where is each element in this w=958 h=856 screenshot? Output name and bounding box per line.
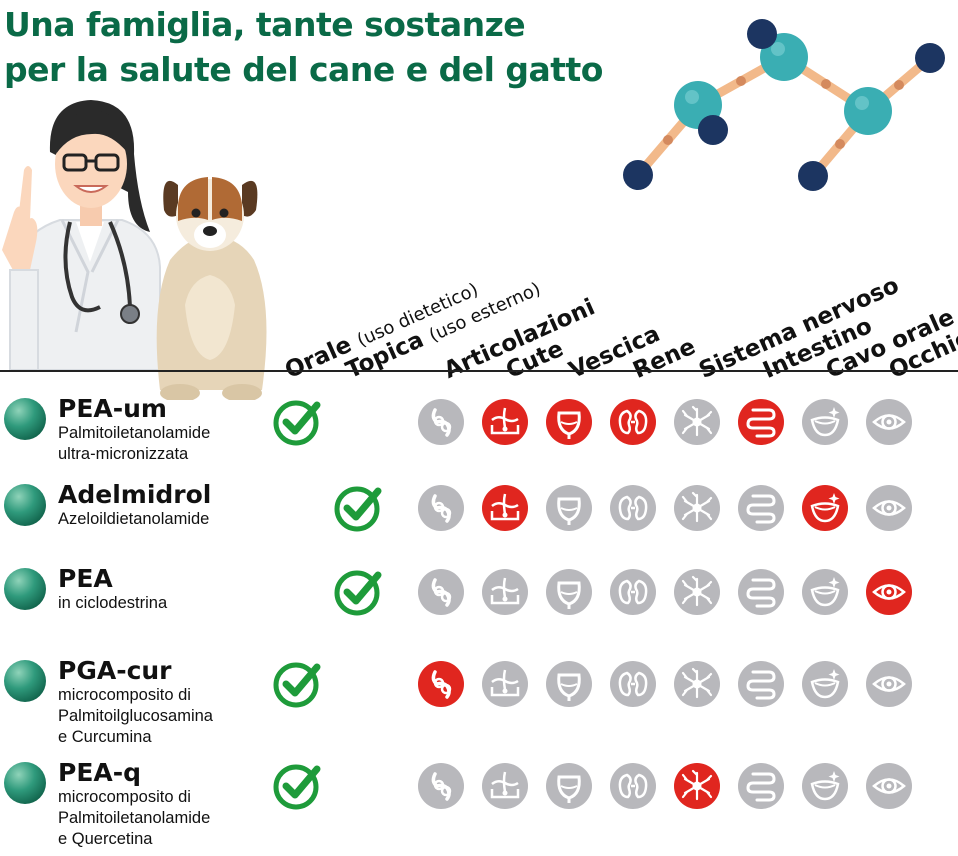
table-row: PEA-um Palmitoiletanolamide ultra-microni…: [0, 394, 958, 486]
mouth-icon: [801, 484, 849, 532]
joint-icon: [417, 568, 465, 616]
veterinarian-illustration: [2, 100, 161, 370]
eye-icon: [865, 398, 913, 446]
substance-name: Adelmidrol: [58, 480, 212, 509]
skin-icon: [481, 762, 529, 810]
skin-icon: [481, 660, 529, 708]
kidney-icon: [609, 484, 657, 532]
neuron-icon: [673, 484, 721, 532]
molecule-illustration: [623, 19, 945, 191]
substance-name: PEA-q: [58, 758, 142, 787]
intestine-icon: [737, 762, 785, 810]
substance-description: Palmitoiletanolamide ultra-micronizzata: [58, 424, 211, 463]
checkmark-icon: [333, 566, 383, 616]
substance-name: PEA-um: [58, 394, 167, 423]
substance-name: PGA-cur: [58, 656, 172, 685]
eye-icon: [865, 762, 913, 810]
checkmark-icon: [272, 658, 322, 708]
sphere-icon: [4, 762, 46, 804]
intestine-icon: [737, 660, 785, 708]
table-row: Adelmidrol Azeloildietanolamide: [0, 480, 958, 572]
intestine-icon: [737, 568, 785, 616]
joint-icon: [417, 398, 465, 446]
skin-icon: [481, 484, 529, 532]
table-row: PGA-cur microcomposito di Palmitoilglucos…: [0, 656, 958, 748]
mouth-icon: [801, 660, 849, 708]
intestine-icon: [737, 398, 785, 446]
kidney-icon: [609, 762, 657, 810]
bladder-icon: [545, 484, 593, 532]
joint-icon: [417, 484, 465, 532]
sphere-icon: [4, 484, 46, 526]
dog-illustration: [156, 177, 267, 400]
kidney-icon: [609, 398, 657, 446]
table-row: PEA in ciclodestrina: [0, 564, 958, 656]
eye-icon: [865, 660, 913, 708]
eye-icon: [865, 484, 913, 532]
skin-icon: [481, 398, 529, 446]
kidney-icon: [609, 568, 657, 616]
bladder-icon: [545, 398, 593, 446]
neuron-icon: [673, 762, 721, 810]
substance-description: microcomposito di Palmitoilglucosamina e…: [58, 686, 213, 746]
sphere-icon: [4, 398, 46, 440]
title-line-1: Una famiglia, tante sostanze: [4, 5, 526, 44]
kidney-icon: [609, 660, 657, 708]
skin-icon: [481, 568, 529, 616]
sphere-icon: [4, 660, 46, 702]
joint-icon: [417, 660, 465, 708]
checkmark-icon: [272, 760, 322, 810]
mouth-icon: [801, 762, 849, 810]
neuron-icon: [673, 398, 721, 446]
neuron-icon: [673, 660, 721, 708]
checkmark-icon: [272, 396, 322, 446]
bladder-icon: [545, 660, 593, 708]
checkmark-icon: [333, 482, 383, 532]
eye-icon: [865, 568, 913, 616]
sphere-icon: [4, 568, 46, 610]
page-title: Una famiglia, tante sostanze per la salu…: [4, 2, 603, 92]
bladder-icon: [545, 762, 593, 810]
mouth-icon: [801, 568, 849, 616]
intestine-icon: [737, 484, 785, 532]
bladder-icon: [545, 568, 593, 616]
mouth-icon: [801, 398, 849, 446]
table-row: PEA-q microcomposito di Palmitoiletanolam…: [0, 758, 958, 850]
substance-name: PEA: [58, 564, 113, 593]
header-divider: [0, 370, 958, 372]
substance-description: Azeloildietanolamide: [58, 510, 210, 528]
substance-description: in ciclodestrina: [58, 594, 168, 612]
substance-description: microcomposito di Palmitoiletanolamide e…: [58, 788, 211, 848]
title-line-2: per la salute del cane e del gatto: [4, 50, 603, 89]
neuron-icon: [673, 568, 721, 616]
joint-icon: [417, 762, 465, 810]
